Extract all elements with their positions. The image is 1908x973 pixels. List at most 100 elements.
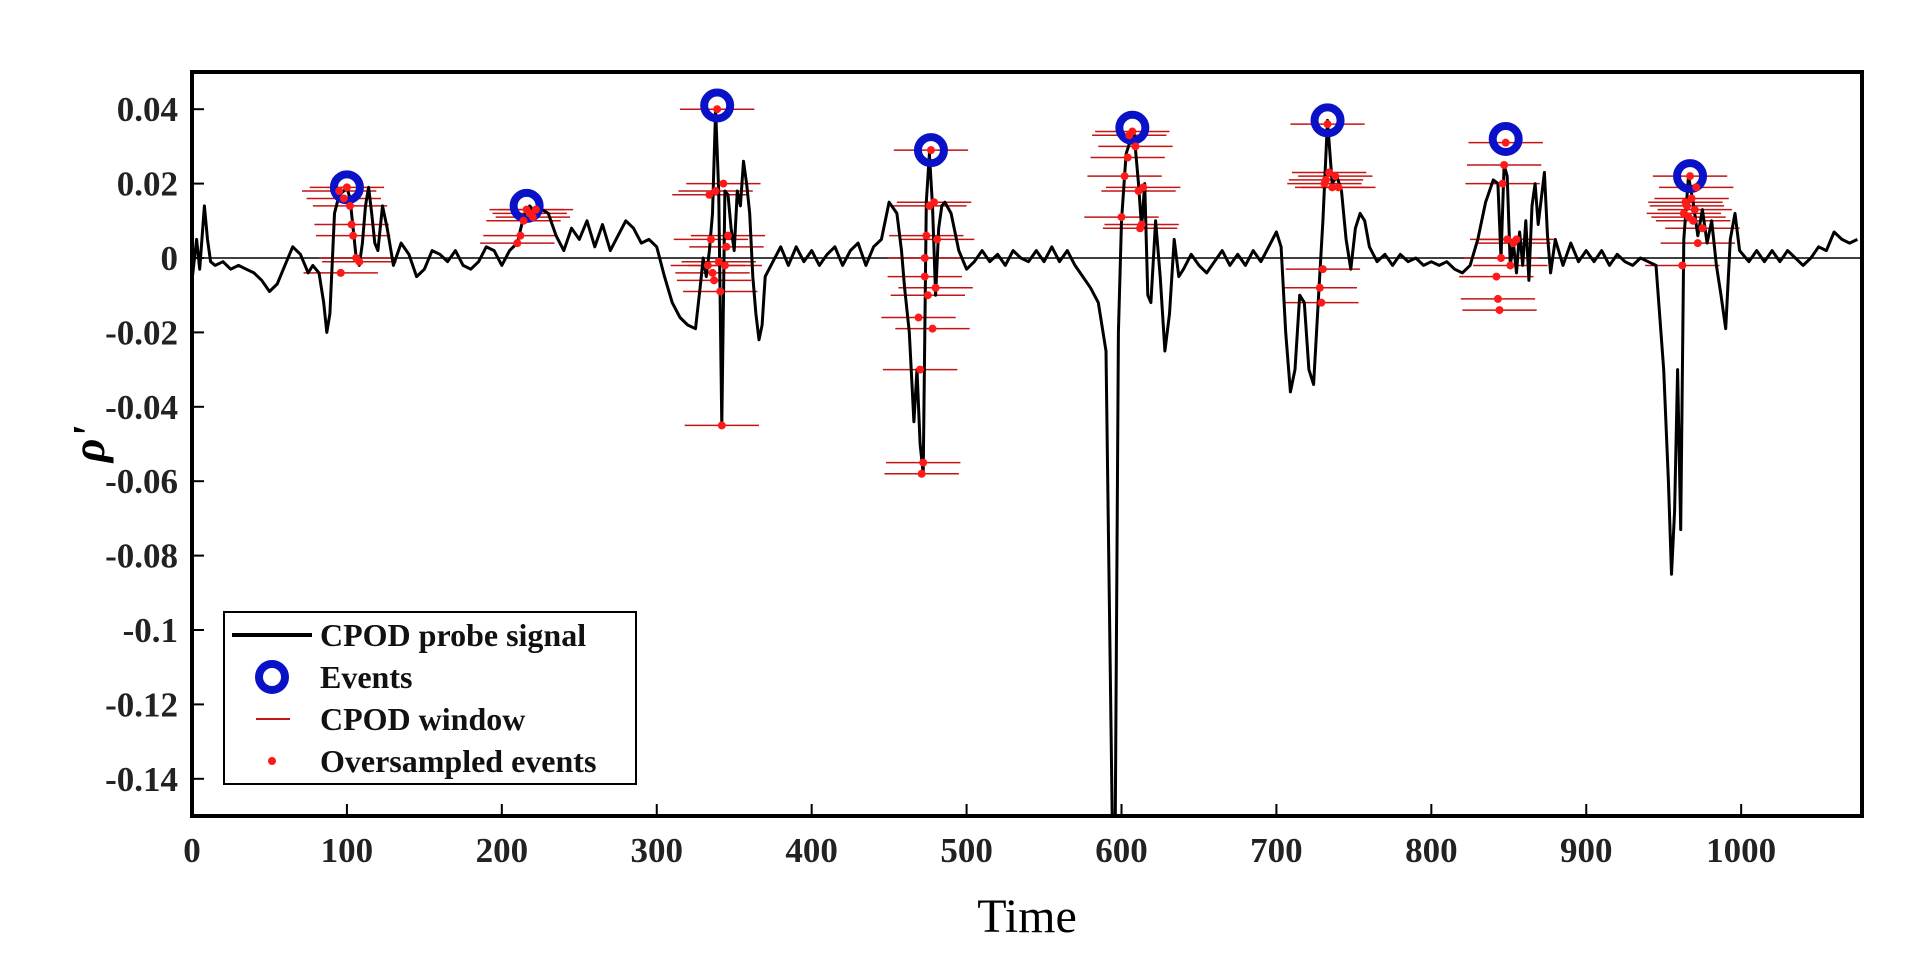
- oversampled-event: [920, 254, 929, 262]
- oversampled-event: [1686, 172, 1695, 181]
- oversampled-event: [342, 183, 351, 192]
- events-layer: [329, 88, 1708, 223]
- oversampled-event: [349, 231, 358, 240]
- oversampled-events-layer: [335, 105, 1707, 478]
- oversampled-event: [706, 235, 715, 244]
- oversampled-event: [930, 198, 939, 207]
- oversampled-event: [917, 469, 926, 478]
- oversampled-event: [703, 261, 712, 270]
- y-tick-label: -0.06: [105, 462, 178, 501]
- oversampled-event: [1492, 272, 1501, 281]
- oversampled-event: [1693, 239, 1702, 248]
- oversampled-event: [1698, 224, 1707, 233]
- oversampled-event: [1497, 254, 1506, 262]
- oversampled-event: [516, 231, 525, 240]
- oversampled-event: [1690, 205, 1699, 214]
- oversampled-event: [1321, 175, 1330, 184]
- legend: CPOD probe signal Events CPOD window Ove…: [223, 611, 637, 785]
- oversampled-event: [926, 146, 935, 155]
- y-tick-label: -0.1: [123, 611, 178, 650]
- oversampled-event: [916, 365, 925, 374]
- oversampled-event: [339, 194, 348, 203]
- event-marker: [1115, 110, 1150, 145]
- event-marker: [1673, 159, 1708, 194]
- oversampled-event: [705, 190, 714, 199]
- signal-layer: [192, 107, 1859, 816]
- oversampled-event: [1128, 127, 1137, 136]
- oversampled-event: [531, 205, 540, 214]
- event-marker: [1310, 103, 1345, 138]
- oversampled-event: [1500, 161, 1509, 169]
- oversampled-event: [513, 239, 522, 248]
- event-marker: [1488, 121, 1523, 156]
- y-tick-label: -0.04: [105, 388, 178, 427]
- x-axis-title: Time: [977, 890, 1077, 943]
- x-tick-label: 500: [940, 831, 993, 870]
- oversampled-event: [1506, 261, 1515, 270]
- legend-box: [223, 611, 637, 785]
- oversampled-event: [1512, 235, 1521, 244]
- oversampled-event: [708, 268, 717, 277]
- oversampled-event: [347, 220, 356, 229]
- oversampled-event: [1131, 142, 1140, 151]
- oversampled-event: [346, 201, 355, 210]
- x-tick-label: 1000: [1706, 831, 1776, 870]
- x-tick-label: 900: [1560, 831, 1613, 870]
- plot-frame: [190, 70, 1864, 818]
- x-tick-label: 700: [1250, 831, 1303, 870]
- legend-oversampled-swatch: [268, 757, 276, 765]
- oversampled-event: [923, 291, 932, 300]
- event-marker: [700, 88, 735, 123]
- x-tick-label: 100: [321, 831, 374, 870]
- oversampled-event: [1120, 172, 1129, 181]
- oversampled-event: [1501, 138, 1510, 147]
- oversampled-event: [1687, 194, 1696, 203]
- oversampled-event: [1317, 298, 1326, 307]
- y-tick-label: -0.12: [105, 685, 178, 724]
- oversampled-event: [720, 261, 729, 270]
- oversampled-event: [1323, 120, 1332, 129]
- oversampled-event: [1493, 294, 1502, 303]
- oversampled-event: [355, 257, 364, 266]
- oversampled-event: [724, 231, 733, 240]
- event-marker: [913, 133, 948, 168]
- oversampled-event: [722, 242, 731, 251]
- y-axis-title: ρ': [63, 426, 114, 464]
- oversampled-event: [1137, 220, 1146, 229]
- oversampled-event: [1503, 235, 1512, 244]
- y-tick-label: 0.04: [117, 90, 178, 129]
- x-tick-label: 600: [1095, 831, 1148, 870]
- legend-events-swatch: [255, 660, 289, 694]
- oversampled-event: [1315, 283, 1324, 292]
- oversampled-event: [933, 235, 942, 244]
- x-axis: 0 100 200 300 400 500 600 700 800 900 1000: [183, 804, 1776, 870]
- y-tick-label: -0.14: [105, 760, 178, 799]
- oversampled-event: [335, 187, 344, 196]
- oversampled-event: [922, 231, 931, 240]
- x-tick-label: 400: [785, 831, 838, 870]
- oversampled-event: [931, 283, 940, 292]
- y-tick-label: 0.02: [117, 165, 178, 204]
- x-tick-label: 800: [1405, 831, 1458, 870]
- oversampled-event: [1331, 172, 1340, 181]
- oversampled-event: [1139, 183, 1148, 192]
- oversampled-event: [711, 187, 720, 196]
- legend-window-label: CPOD window: [320, 701, 525, 737]
- oversampled-event: [716, 287, 725, 296]
- oversampled-event: [719, 179, 728, 188]
- legend-signal-label: CPOD probe signal: [320, 617, 586, 653]
- oversampled-event: [519, 216, 528, 225]
- oversampled-event: [1325, 168, 1334, 177]
- y-axis: 0.04 0.02 0 -0.02 -0.04 -0.06 -0.08 -0.1 -0.12 -0…: [105, 90, 204, 799]
- oversampled-event: [1334, 183, 1343, 192]
- oversampled-event: [914, 313, 923, 322]
- oversampled-event: [528, 213, 537, 222]
- y-tick-label: -0.02: [105, 313, 178, 352]
- legend-oversampled-label: Oversampled events: [320, 743, 596, 779]
- oversampled-event: [1692, 183, 1701, 192]
- oversampled-event: [920, 272, 929, 281]
- legend-events-label: Events: [320, 659, 412, 695]
- oversampled-event: [1678, 261, 1687, 270]
- oversampled-event: [1123, 153, 1132, 162]
- oversampled-event: [1117, 213, 1126, 222]
